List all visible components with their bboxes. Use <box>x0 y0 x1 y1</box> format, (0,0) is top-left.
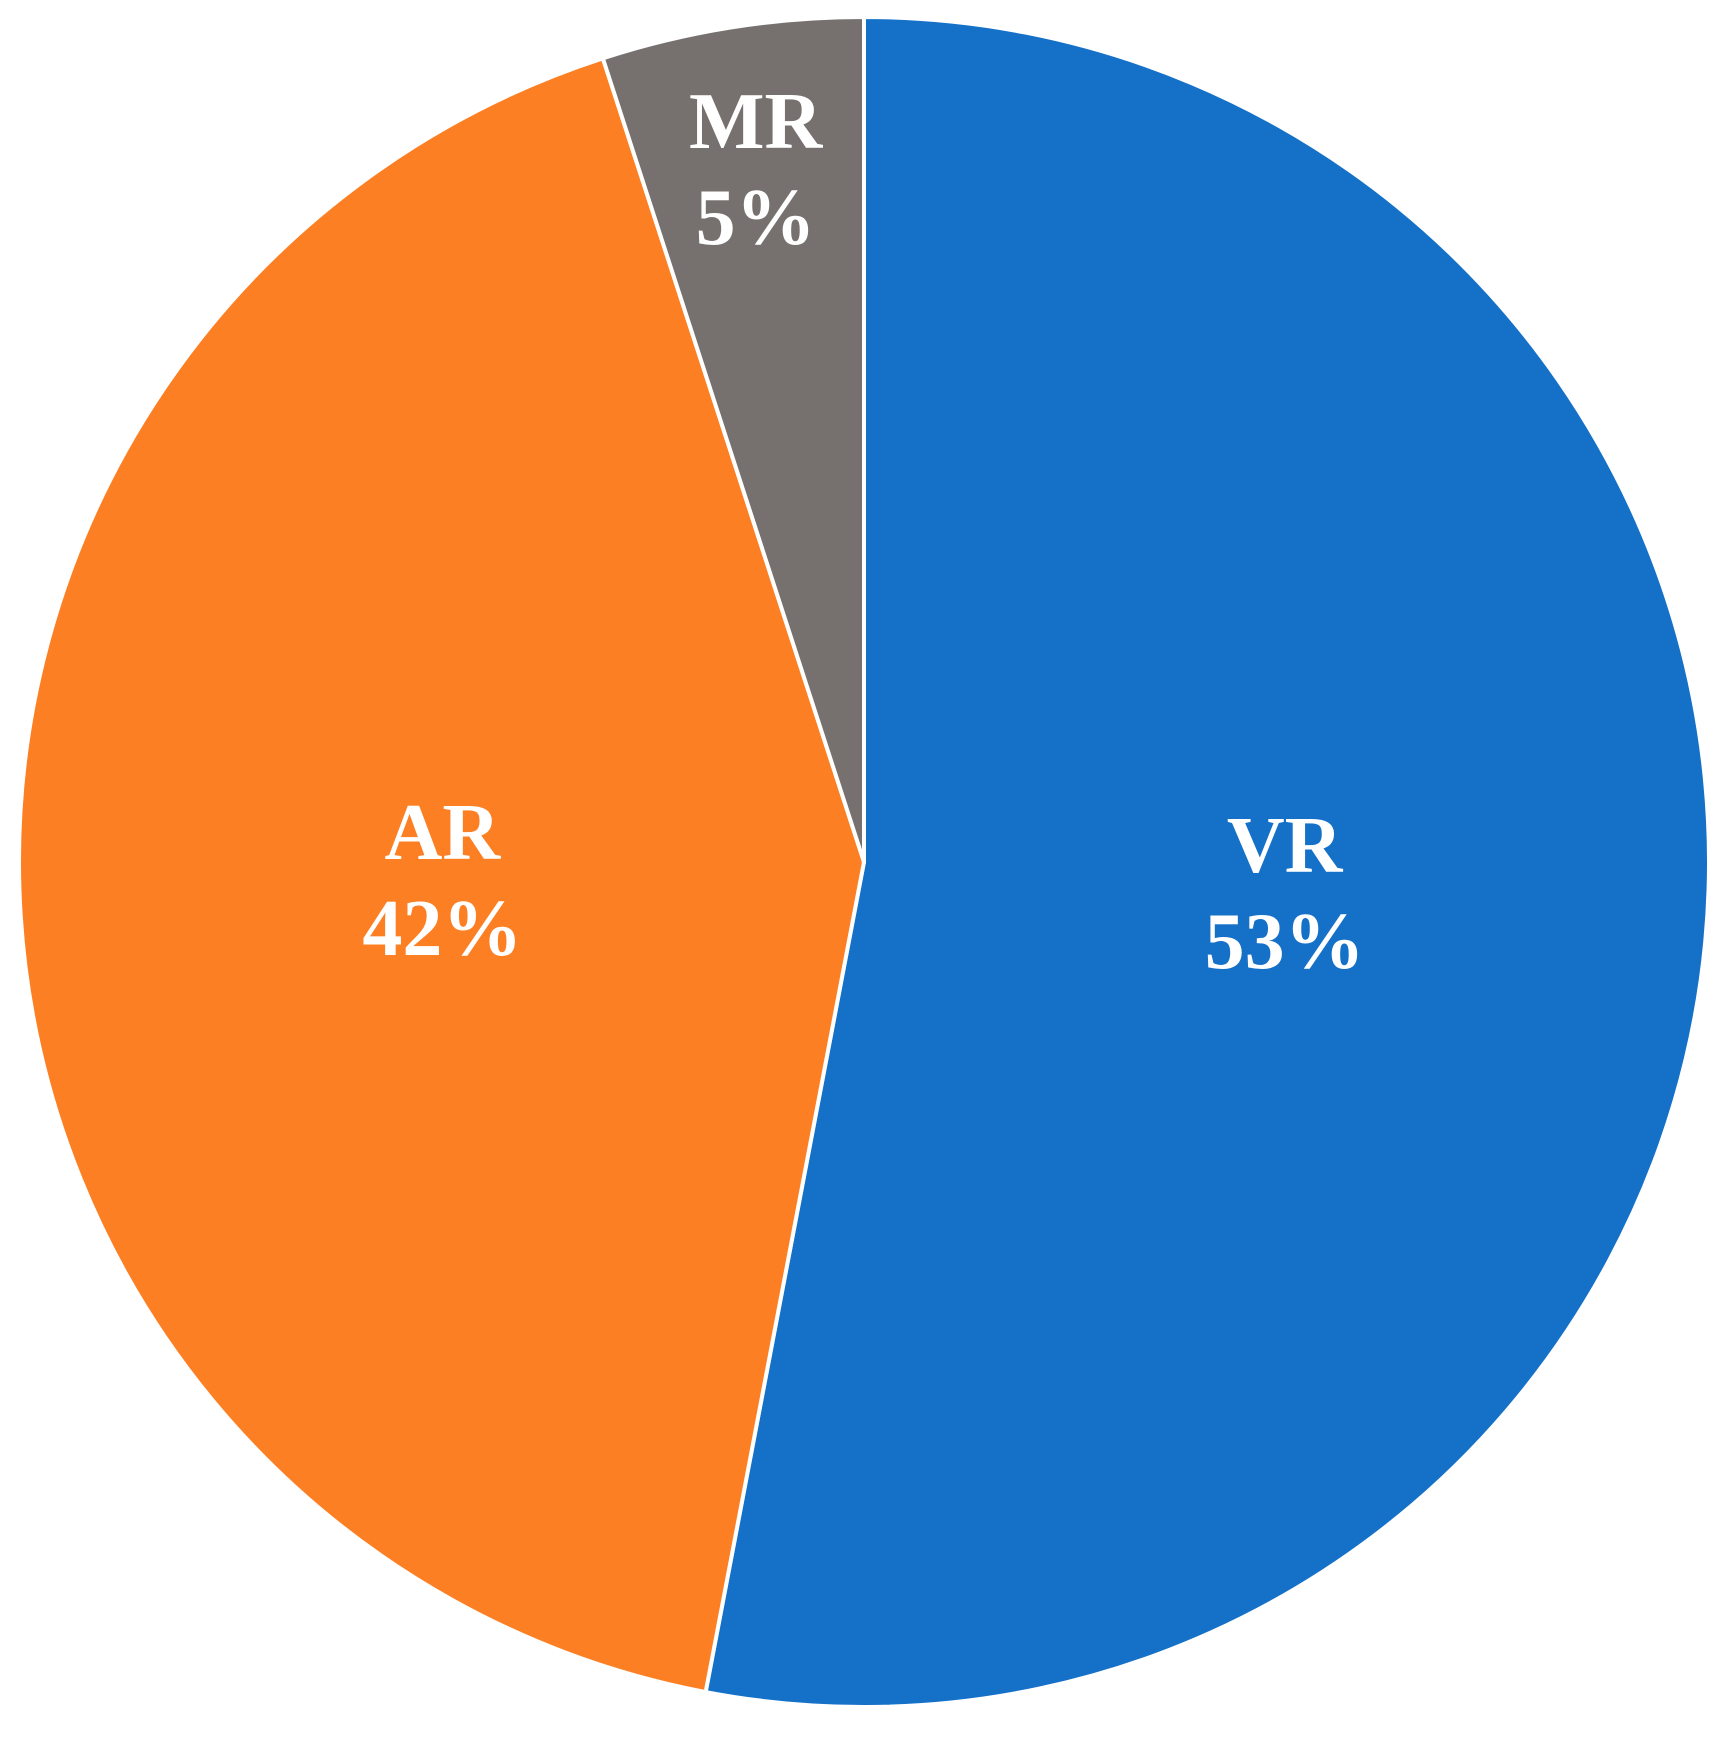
slice-category-label: MR <box>689 78 824 166</box>
pie-slice <box>17 56 866 1695</box>
slice-value-label: 5% <box>696 174 816 262</box>
pie-slice <box>600 15 866 864</box>
slice-value-label: 42% <box>362 885 522 973</box>
pie-slice <box>703 15 1712 1709</box>
slice-value-label: 53% <box>1205 898 1365 986</box>
slice-category-label: AR <box>385 789 502 877</box>
slice-category-label: VR <box>1227 802 1344 890</box>
